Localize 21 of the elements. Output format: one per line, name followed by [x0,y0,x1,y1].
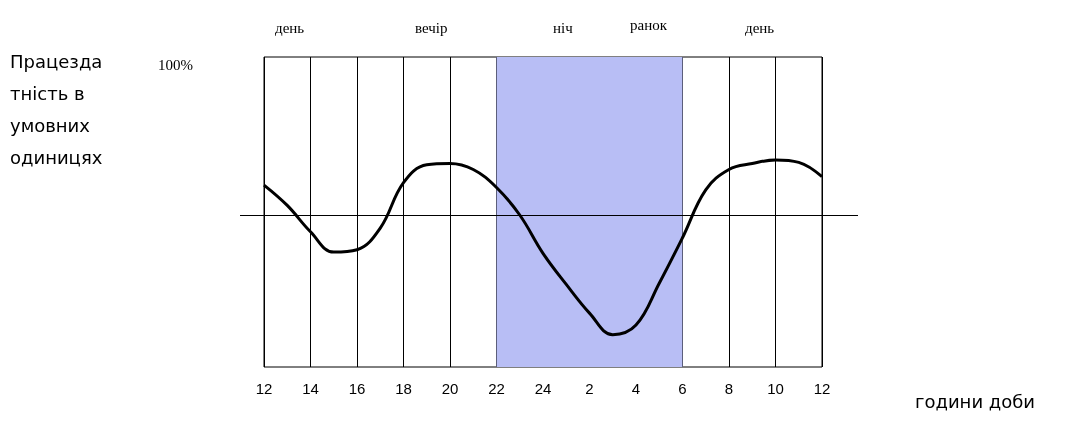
text: вечір [415,19,448,36]
x-tick-label: 24 [534,380,552,397]
x-tick-label: 12 [813,380,831,397]
text: ранок [630,16,668,33]
x-axis-title: години доби [915,390,1036,412]
x-tick-label: 18 [395,380,412,397]
x-tick-label: 20 [441,380,459,397]
text: 100% [158,56,193,73]
x-tick-label: 16 [348,380,366,397]
x-tick-label: 2 [585,380,594,397]
x-tick-label: 12 [255,380,273,397]
x-tick-label: 14 [302,380,319,397]
x-tick-label: 10 [767,380,784,397]
text: ніч [553,19,574,36]
x-tick-label: 22 [488,380,505,397]
x-tick-label: 6 [678,380,687,397]
text: Працездатність в умовних одиницях [10,50,103,168]
text: день [745,19,775,36]
text: день [275,19,305,36]
x-tick-label: 4 [631,380,641,397]
x-tick-label: 8 [724,380,734,397]
